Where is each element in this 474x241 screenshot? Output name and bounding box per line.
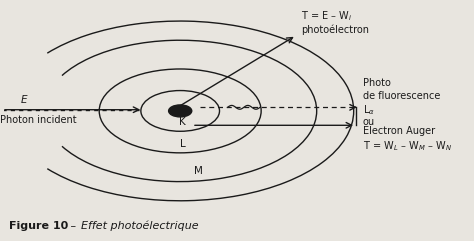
Text: Photon incident: Photon incident (0, 114, 76, 125)
Text: M: M (194, 166, 203, 176)
Text: Electron Auger
T = W$_L$ – W$_M$ – W$_N$: Electron Auger T = W$_L$ – W$_M$ – W$_N$ (363, 127, 452, 153)
Text: K: K (179, 117, 186, 127)
Circle shape (169, 105, 192, 117)
Text: ou: ou (363, 117, 375, 127)
Text: Effet photoélectrique: Effet photoélectrique (81, 220, 198, 231)
Text: T = E – W$_i$
photoélectron: T = E – W$_i$ photoélectron (301, 9, 369, 35)
Text: Photo
de fluorescence
L$_{\alpha}$: Photo de fluorescence L$_{\alpha}$ (363, 78, 440, 117)
Text: L: L (180, 139, 185, 149)
Text: E: E (20, 95, 27, 105)
Text: –: – (67, 221, 80, 231)
Text: Figure 10: Figure 10 (9, 221, 68, 231)
